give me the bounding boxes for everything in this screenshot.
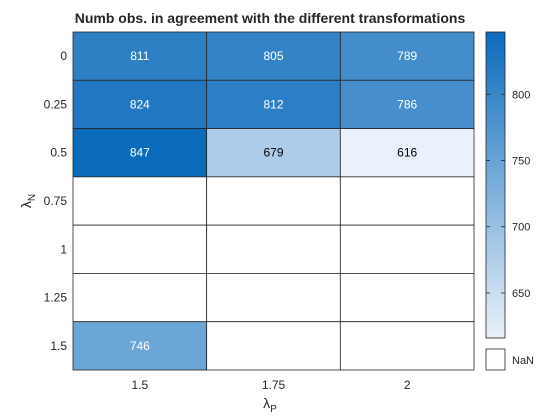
heatmap-cell — [339, 273, 475, 323]
y-tick-label: 1.5 — [50, 339, 67, 353]
colorbar-gradient — [485, 31, 506, 339]
colorbar: 650 700 750 800 — [485, 31, 530, 339]
cell-value-label: 847 — [130, 146, 150, 160]
y-tick-label: 0.25 — [44, 97, 68, 111]
heatmap-cell — [206, 321, 341, 371]
heatmap-cell — [206, 273, 341, 323]
chart-title: Numb obs. in agreement with the differen… — [75, 10, 466, 26]
y-tick-labels: 0 0.25 0.5 0.75 1 1.25 1.5 — [44, 49, 68, 353]
heatmap-cell — [339, 176, 475, 226]
y-tick-label: 0.5 — [50, 146, 67, 160]
colorbar-tick-label: 650 — [512, 288, 530, 300]
heatmap-cell — [72, 31, 208, 81]
x-tick-label: 1.5 — [131, 378, 148, 392]
heatmap-cell — [72, 273, 208, 323]
cell-value-label: 616 — [397, 146, 417, 160]
cell-value-label: 805 — [263, 49, 283, 63]
heatmap-cell — [72, 224, 208, 274]
heatmap-cell — [206, 79, 341, 129]
heatmap-cell — [339, 31, 475, 81]
cell-value-label: 811 — [130, 49, 149, 63]
heatmap-cell — [339, 79, 475, 129]
cell-value-label: 746 — [130, 339, 150, 353]
colorbar-tick-label: 800 — [512, 89, 530, 101]
cell-value-label: 789 — [397, 49, 417, 63]
cell-value-label: 824 — [130, 97, 150, 111]
heatmap-cells: 811 805 789 824 812 786 847 679 616 746 — [72, 31, 475, 371]
heatmap-cell — [339, 224, 475, 274]
y-tick-label: 0.75 — [44, 194, 68, 208]
heatmap-cell — [72, 176, 208, 226]
y-tick-label: 1 — [60, 242, 67, 256]
cell-value-label: 679 — [263, 146, 283, 160]
nan-swatch — [485, 348, 506, 371]
heatmap-cell — [206, 224, 341, 274]
heatmap-cell — [206, 176, 341, 226]
cell-value-label: 812 — [263, 97, 283, 111]
colorbar-ticks: 650 700 750 800 — [486, 89, 530, 300]
heatmap-cell — [339, 321, 475, 371]
y-tick-label: 1.25 — [44, 291, 68, 305]
heatmap-cell — [206, 31, 341, 81]
heatmap-cell — [206, 128, 341, 178]
x-axis-label: λP — [263, 395, 277, 415]
nan-legend-label: NaN — [512, 355, 534, 367]
x-tick-label: 1.75 — [262, 378, 286, 392]
cell-value-label: 786 — [397, 97, 417, 111]
nan-legend: NaN — [485, 348, 534, 371]
heatmap-cell — [72, 321, 208, 371]
x-tick-labels: 1.5 1.75 2 — [131, 378, 410, 392]
x-tick-label: 2 — [404, 378, 411, 392]
y-axis-label: λN — [18, 194, 38, 208]
colorbar-tick-label: 700 — [512, 222, 530, 234]
colorbar-tick-label: 750 — [512, 155, 530, 167]
heatmap-cell — [72, 79, 208, 129]
y-tick-label: 0 — [60, 49, 67, 63]
